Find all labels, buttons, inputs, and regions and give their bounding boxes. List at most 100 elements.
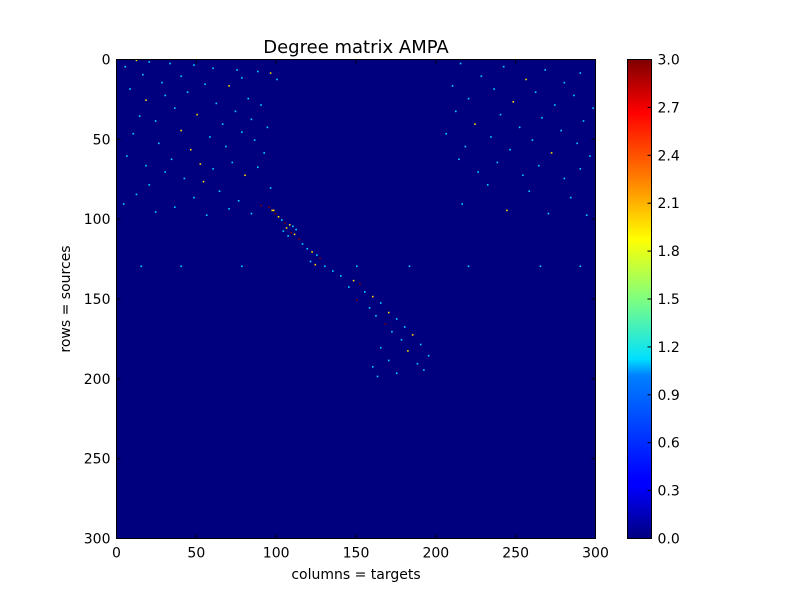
colorbar-tick-label: 2.7 (658, 100, 680, 116)
heatmap-cell (135, 193, 138, 196)
heatmap-cell (212, 168, 214, 170)
heatmap-cell (589, 155, 591, 157)
heatmap-cell (531, 139, 534, 141)
heatmap-cell (579, 168, 582, 170)
heatmap-cell (314, 263, 317, 266)
heatmap-cell (301, 243, 304, 245)
heatmap-cell (528, 190, 531, 193)
y-tick-label: 300 (84, 532, 111, 548)
heatmap-cell (209, 136, 211, 138)
heatmap-cell (241, 77, 243, 79)
heatmap-cell (506, 209, 508, 212)
heatmap-cell (477, 171, 479, 173)
heatmap-cell (292, 225, 294, 228)
heatmap-cell (250, 118, 253, 121)
heatmap-cell (592, 107, 594, 109)
heatmap-cell (467, 265, 470, 268)
heatmap-cell (480, 75, 483, 78)
y-axis-label: rows = sources (58, 245, 74, 352)
heatmap-cell (268, 206, 270, 208)
heatmap-cell (459, 62, 462, 65)
heatmap-cell (563, 81, 566, 84)
colorbar-ticks: 0.0 0.3 0.6 0.9 1.2 1.5 1.8 2.1 2.4 2.7 3.0 (647, 53, 680, 548)
heatmap-cell (196, 113, 198, 116)
x-axis-label: columns = targets (291, 567, 420, 583)
heatmap-cell (169, 62, 171, 65)
heatmap-cell (154, 120, 157, 122)
y-tick-label: 0 (102, 53, 111, 69)
heatmap-cell (407, 350, 409, 352)
heatmap-cell (126, 155, 128, 157)
heatmap-cell (509, 148, 511, 151)
x-tick-label: 250 (502, 546, 529, 562)
heatmap-cell (474, 123, 476, 125)
heatmap-cell (340, 275, 342, 277)
x-tick-label: 200 (422, 546, 449, 562)
heatmap-cell (269, 72, 272, 74)
x-tick-label: 50 (187, 546, 205, 562)
heatmap-cell (518, 126, 521, 129)
heatmap-cell (180, 265, 182, 268)
colorbar-tick-label: 2.1 (658, 196, 680, 212)
heatmap-cell (132, 132, 135, 135)
heatmap-cell (379, 346, 382, 349)
heatmap-cell (316, 254, 318, 256)
y-tick-label: 150 (84, 292, 111, 308)
heatmap-cell (276, 78, 278, 81)
heatmap-cell (241, 265, 243, 268)
heatmap-cell (158, 142, 160, 145)
heatmap-cell (142, 73, 144, 76)
colorbar-tick-label: 1.2 (658, 340, 680, 356)
heatmap-cell (221, 123, 224, 125)
heatmap-cell (356, 265, 358, 268)
heatmap-cell (352, 279, 355, 282)
heatmap-cell (311, 251, 313, 253)
heatmap-cell (277, 215, 280, 218)
heatmap-cell (445, 132, 448, 135)
heatmap-cell (280, 219, 283, 221)
heatmap-cell (140, 265, 143, 268)
heatmap-cell (298, 238, 301, 240)
heatmap-cell (154, 211, 157, 213)
heatmap-cell (464, 145, 467, 148)
heatmap-cell (145, 164, 147, 167)
heatmap-cell (550, 152, 553, 154)
colorbar-tick-label: 0.9 (658, 388, 680, 404)
x-tick-label: 100 (263, 546, 290, 562)
heatmap-cell (189, 148, 192, 151)
heatmap-cell (451, 85, 454, 87)
heatmap-cell (496, 161, 499, 164)
heatmap-cell (363, 291, 366, 293)
heatmap-cell (423, 369, 425, 371)
heatmap-cell (563, 177, 566, 180)
heatmap-cell (122, 203, 125, 205)
colorbar-tick-label: 1.8 (658, 244, 680, 260)
heatmap-cell (145, 99, 147, 102)
heatmap-cell (218, 190, 221, 193)
y-axis-ticks: 0 50 100 150 200 250 300 (84, 53, 596, 548)
heatmap-cell (371, 366, 374, 368)
heatmap-cell (324, 265, 326, 268)
colorbar-tick-label: 1.5 (658, 292, 680, 308)
heatmap-cell (205, 214, 208, 216)
heatmap-cell (164, 94, 166, 97)
heatmap-cell (170, 158, 173, 161)
heatmap-cell (241, 131, 243, 133)
heatmap-cell (260, 104, 262, 106)
heatmap-cell (244, 174, 246, 177)
heatmap-cell (547, 212, 550, 215)
heatmap-cell (525, 78, 527, 81)
heatmap-cell (379, 302, 382, 304)
heatmap-cell (306, 247, 309, 250)
x-tick-label: 0 (112, 546, 121, 562)
heatmap-cell (225, 145, 227, 148)
heatmap-cell (250, 212, 253, 215)
heatmap-cell (204, 83, 206, 86)
heatmap-cell (391, 330, 393, 333)
heatmap-cell (416, 362, 419, 365)
heatmap-cell (461, 203, 463, 205)
heatmap-cell (295, 228, 297, 231)
heatmap-cell (387, 359, 390, 362)
heatmap-cell (263, 152, 265, 154)
heatmap-cell (579, 265, 582, 268)
